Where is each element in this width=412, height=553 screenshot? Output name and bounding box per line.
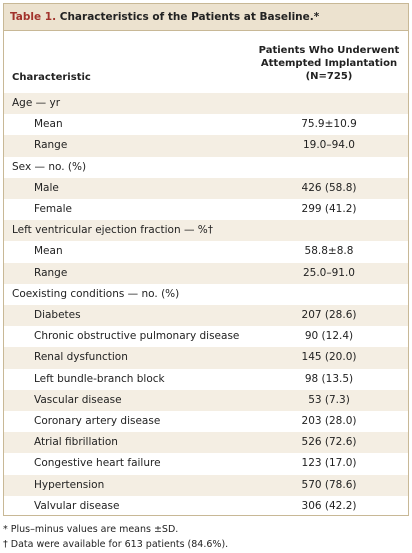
row-value: 90 (12.4) — [304, 330, 354, 343]
row-label: Diabetes — [34, 309, 81, 321]
footnote: † Data were available for 613 patients (… — [3, 539, 229, 550]
row-label: Male — [34, 181, 59, 194]
row-value: 145 (20.0) — [301, 351, 357, 364]
row-value: 75.9±10.9 — [301, 118, 357, 131]
row-value: 570 (78.6) — [301, 478, 357, 491]
row-label: Congestive heart failure — [34, 457, 161, 470]
row-value: 207 (28.6) — [301, 309, 357, 321]
row-label: Chronic obstructive pulmonary disease — [34, 330, 240, 343]
row-label: Coronary artery disease — [34, 415, 161, 427]
footnote: * Plus–minus values are means ±SD. — [3, 524, 179, 535]
table-row: Age — yr — [4, 93, 408, 115]
table-row: Congestive heart failure 123 (17.0) — [4, 453, 408, 474]
row-label: Renal dysfunction — [34, 351, 128, 364]
table-row: Left bundle-branch block 98 (13.5) — [4, 369, 408, 390]
table-row: Valvular disease 306 (42.2) — [4, 496, 408, 517]
table-row: Coexisting conditions — no. (%) — [4, 284, 408, 305]
row-label: Coexisting conditions — no. (%) — [12, 287, 180, 300]
row-label: Sex — no. (%) — [12, 160, 87, 173]
table-row: Chronic obstructive pulmonary disease 90 … — [4, 326, 408, 347]
row-value: 53 (7.3) — [308, 393, 350, 406]
table-title-bar: Table 1. Characteristics of the Patients… — [4, 4, 408, 31]
row-label: Left ventricular ejection fraction — %† — [12, 224, 214, 237]
column-header-line: (N=725) — [305, 71, 353, 82]
row-label: Hypertension — [34, 478, 105, 491]
column-header-line: Attempted Implantation — [260, 58, 398, 69]
table-row: Left ventricular ejection fraction — %† — [4, 220, 408, 242]
table: Table 1. Characteristics of the Patients… — [3, 3, 409, 516]
table-row: Female 299 (41.2) — [4, 199, 408, 220]
row-label: Left bundle-branch block — [34, 372, 165, 385]
row-label: Age — yr — [12, 97, 61, 109]
row-value: 299 (41.2) — [301, 203, 357, 215]
table-row: Hypertension 570 (78.6) — [4, 474, 408, 496]
table-row: Atrial fibrillation 526 (72.6) — [4, 432, 408, 454]
row-label: Range — [34, 266, 68, 279]
table-row: Sex — no. (%) — [4, 157, 408, 178]
row-value: 19.0–94.0 — [302, 139, 355, 152]
table-header: Characteristic Patients Who Underwent Att… — [4, 32, 408, 94]
column-header-line: Patients Who Underwent — [258, 45, 400, 56]
table-row: Mean 75.9±10.9 — [4, 114, 408, 135]
table-row: Vascular disease 53 (7.3) — [4, 389, 408, 411]
row-label: Atrial fibrillation — [34, 436, 118, 449]
table-row: Range 25.0–91.0 — [4, 262, 408, 284]
row-value: 123 (17.0) — [301, 457, 357, 470]
table-row: Male 426 (58.8) — [4, 177, 408, 199]
row-value: 306 (42.2) — [301, 499, 357, 512]
row-value: 58.8±8.8 — [304, 245, 354, 258]
table-title: Characteristics of the Patients at Basel… — [59, 11, 320, 23]
column-header: Characteristic — [12, 72, 91, 83]
row-label: Female — [34, 203, 72, 215]
row-value: 426 (58.8) — [301, 181, 357, 194]
table-row: Range 19.0–94.0 — [4, 135, 408, 157]
row-label: Range — [34, 139, 68, 152]
row-value: 25.0–91.0 — [302, 266, 355, 279]
column-header: Patients Who Underwent Attempted Implanta… — [254, 44, 404, 83]
row-value: 526 (72.6) — [301, 436, 357, 449]
table-row: Coronary artery disease 203 (28.0) — [4, 411, 408, 432]
table-row: Renal dysfunction 145 (20.0) — [4, 347, 408, 369]
row-label: Vascular disease — [34, 393, 122, 406]
row-label: Valvular disease — [34, 499, 120, 512]
row-label: Mean — [34, 245, 63, 258]
row-value: 98 (13.5) — [304, 372, 354, 385]
table-row: Mean 58.8±8.8 — [4, 241, 408, 262]
row-label: Mean — [34, 118, 63, 131]
table-row: Diabetes 207 (28.6) — [4, 305, 408, 327]
table-label: Table 1. — [10, 11, 57, 23]
row-value: 203 (28.0) — [301, 415, 357, 427]
